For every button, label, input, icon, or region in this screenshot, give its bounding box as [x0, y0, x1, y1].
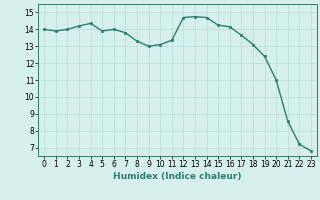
- X-axis label: Humidex (Indice chaleur): Humidex (Indice chaleur): [113, 172, 242, 181]
